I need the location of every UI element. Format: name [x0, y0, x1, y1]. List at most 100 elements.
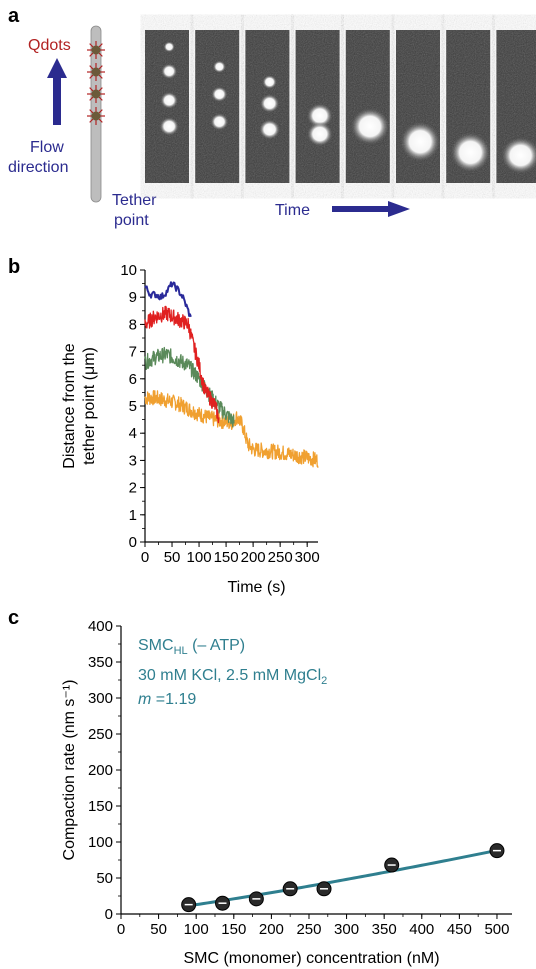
frame-4: [295, 30, 340, 183]
y-tick-label: 4: [129, 425, 137, 442]
y-tick-label: 2: [129, 480, 137, 497]
data-point: [384, 857, 400, 873]
chart-b: 0 50 100 150 200 250 300 0 1 2 3 4 5 6 7 8 9 10 Time (s) Di…: [61, 262, 320, 596]
data-point: [248, 891, 264, 907]
y-tick-label: 250: [88, 726, 113, 743]
microscopy-frames: [145, 30, 536, 183]
y-tick-label: 7: [129, 344, 137, 361]
frame-2: [195, 30, 240, 183]
y-tick-label: 9: [129, 289, 137, 306]
data-point: [316, 881, 332, 897]
data-point: [489, 843, 505, 859]
fluorescent-spot: [212, 60, 226, 73]
annotation-line2: 30 mM KCl, 2.5 mM MgCl2: [138, 667, 327, 687]
y-tick-label: 300: [88, 690, 113, 707]
trace-series-2: [144, 346, 235, 428]
fluorescent-spot: [306, 121, 333, 147]
y-tick-label: 8: [129, 316, 137, 333]
x-tick-label: 450: [447, 921, 472, 938]
time-arrow-icon: [332, 201, 410, 217]
y-tick-label: 100: [88, 834, 113, 851]
panel-a: a Qdots Flow direction Tether point: [8, 5, 536, 229]
x-axis-label: Time (s): [227, 579, 285, 596]
x-tick-label: 300: [295, 549, 320, 566]
annotation-line3: m =1.19: [138, 691, 196, 708]
x-tick-label: 100: [184, 921, 209, 938]
flow-label-line1: Flow: [30, 139, 64, 156]
annotation-line1: SMCHL (– ATP): [138, 637, 245, 657]
x-tick-label: 50: [150, 921, 167, 938]
qdot-icon: [87, 107, 105, 125]
x-tick-label: 150: [214, 549, 239, 566]
frame-5: [345, 30, 390, 183]
y-tick-label: 400: [88, 618, 113, 635]
x-axis-label: SMC (monomer) concentration (nM): [183, 950, 439, 967]
y-tick-label: 150: [88, 798, 113, 815]
fluorescent-spot: [163, 41, 175, 53]
y-axis-label: Compaction rate (nm s⁻¹): [61, 680, 78, 861]
data-point: [181, 897, 197, 913]
fit-curve: [188, 848, 502, 908]
trace-series-3: [144, 305, 220, 424]
frame-8: [496, 30, 536, 183]
qdots-label: Qdots: [28, 37, 71, 54]
fluorescent-spot: [161, 63, 178, 79]
qdot-icon: [87, 85, 105, 103]
y-tick-label: 3: [129, 452, 137, 469]
x-tick-label: 0: [117, 921, 125, 938]
panel-b: b 0 50 100 150 200 250 300 0 1 2 3 4 5 6 7 8 9 10 Time (s)…: [8, 256, 320, 596]
frame-3: [245, 30, 290, 183]
qdot-icon: [87, 63, 105, 81]
fluorescent-spot: [210, 113, 229, 131]
panel-c: c 0 50 100 150 200 250 300 350 400 450 500 0 50 100 15…: [8, 607, 512, 967]
time-label: Time: [275, 202, 310, 219]
x-tick-label: 500: [484, 921, 509, 938]
chart-c: 0 50 100 150 200 250 300 350 400 450 500 0 50 100 150 2…: [61, 618, 512, 967]
y-tick-label: 10: [120, 262, 137, 279]
x-tick-label: 250: [268, 549, 293, 566]
x-tick-label: 200: [259, 921, 284, 938]
fluorescent-spot: [259, 119, 281, 140]
x-tick-label: 250: [296, 921, 321, 938]
x-tick-label: 300: [334, 921, 359, 938]
fluorescent-spot: [450, 132, 491, 173]
y-tick-label: 350: [88, 654, 113, 671]
panel-a-letter: a: [8, 5, 20, 27]
x-tick-label: 150: [221, 921, 246, 938]
fluorescent-spot: [501, 137, 536, 174]
x-tick-label: 200: [241, 549, 266, 566]
y-tick-label: 1: [129, 507, 137, 524]
y-tick-label: 5: [129, 398, 137, 415]
fluorescent-spot: [159, 117, 179, 136]
y-axis-label-line2: tether point (μm): [81, 347, 98, 465]
data-point: [215, 895, 231, 911]
x-tick-label: 50: [164, 549, 181, 566]
trace-series-4: [144, 281, 192, 318]
flow-label-line2: direction: [8, 159, 68, 176]
panel-b-letter: b: [8, 256, 20, 278]
flow-arrow-icon: [47, 58, 67, 125]
y-tick-label: 0: [129, 534, 137, 551]
fluorescent-spot: [160, 91, 179, 109]
x-tick-label: 400: [409, 921, 434, 938]
panel-c-letter: c: [8, 607, 19, 629]
frame-1: [145, 30, 189, 183]
x-tick-label: 0: [141, 549, 149, 566]
frame-7: [446, 30, 491, 183]
qdot-icon: [87, 41, 105, 59]
fluorescent-spot: [350, 108, 390, 145]
data-point: [282, 881, 298, 897]
fluorescent-spot: [400, 121, 441, 162]
y-tick-label: 6: [129, 371, 137, 388]
tether-label-line2: point: [114, 212, 149, 229]
fluorescent-spot: [259, 94, 280, 113]
trace-series-1: [144, 390, 319, 468]
y-tick-label: 200: [88, 762, 113, 779]
x-tick-label: 350: [372, 921, 397, 938]
fluorescent-spot: [306, 103, 333, 128]
y-tick-label: 0: [105, 906, 113, 923]
x-tick-label: 100: [187, 549, 212, 566]
tether-label-line1: Tether: [112, 192, 157, 209]
frame-6: [396, 30, 441, 183]
y-axis-label-line1: Distance from the: [61, 343, 78, 468]
